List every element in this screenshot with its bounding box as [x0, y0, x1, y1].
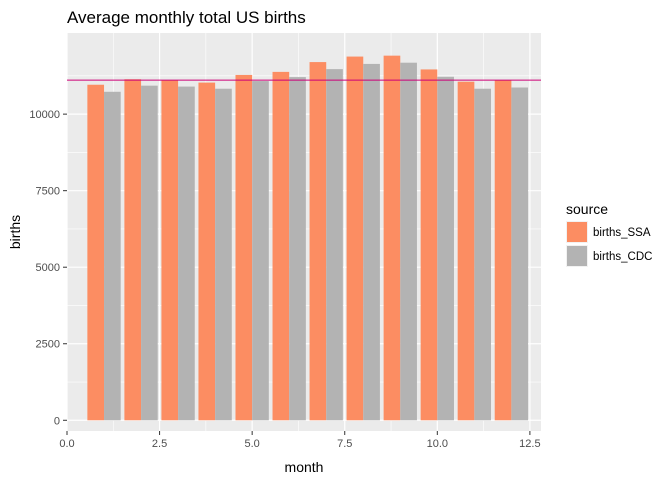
bar-births_CDC	[363, 63, 380, 421]
bar-births_CDC	[511, 87, 529, 421]
x-axis: 0.0 2.5 5.0 7.5 10.0 12.5	[59, 431, 541, 450]
bar-births_CDC	[178, 86, 195, 421]
y-tick-label: 2500	[36, 339, 60, 351]
x-tick-label: 7.5	[337, 438, 352, 450]
bar-births_SSA	[87, 84, 105, 421]
bar-births_SSA	[198, 82, 216, 421]
chart-title: Average monthly total US births	[67, 8, 306, 27]
bar-births_CDC	[289, 77, 306, 421]
legend-label-births_SSA: births_SSA	[593, 227, 651, 239]
y-axis: 0 2500 5000 7500 10000	[29, 109, 67, 427]
bar-births_SSA	[309, 62, 327, 421]
bar-births_CDC	[474, 88, 492, 421]
x-tick-label: 2.5	[152, 438, 167, 450]
x-tick-label: 0.0	[59, 438, 74, 450]
bar-births_CDC	[252, 81, 269, 421]
bar-births_CDC	[104, 91, 121, 421]
x-tick-label: 10.0	[427, 438, 448, 450]
y-tick-label: 0	[54, 415, 60, 427]
bars	[87, 55, 529, 421]
bar-births_CDC	[215, 88, 232, 421]
x-tick-label: 12.5	[519, 438, 540, 450]
bar-births_SSA	[235, 74, 253, 421]
x-tick-label: 5.0	[245, 438, 260, 450]
bar-births_SSA	[494, 80, 512, 421]
bar-births_SSA	[272, 71, 290, 421]
legend: source births_SSA births_CDC	[566, 201, 652, 267]
bar-births_SSA	[383, 55, 401, 421]
bar-births_SSA	[420, 69, 438, 421]
legend-swatch-births_CDC	[567, 246, 587, 266]
bar-births_CDC	[400, 62, 417, 421]
y-tick-label: 5000	[36, 262, 60, 274]
bar-births_CDC	[141, 85, 158, 421]
bar-births_SSA	[161, 80, 179, 421]
y-axis-title: births	[7, 215, 23, 249]
x-axis-title: month	[285, 459, 324, 475]
legend-title: source	[566, 201, 608, 217]
bar-births_SSA	[346, 56, 364, 421]
bar-births_SSA	[457, 81, 475, 421]
bar-births_CDC	[326, 69, 343, 421]
y-tick-label: 7500	[36, 186, 60, 198]
bar-births_CDC	[437, 76, 454, 421]
legend-swatch-births_SSA	[567, 222, 587, 242]
y-tick-label: 10000	[29, 109, 60, 121]
bar-births_SSA	[124, 79, 142, 421]
legend-label-births_CDC: births_CDC	[593, 251, 652, 263]
